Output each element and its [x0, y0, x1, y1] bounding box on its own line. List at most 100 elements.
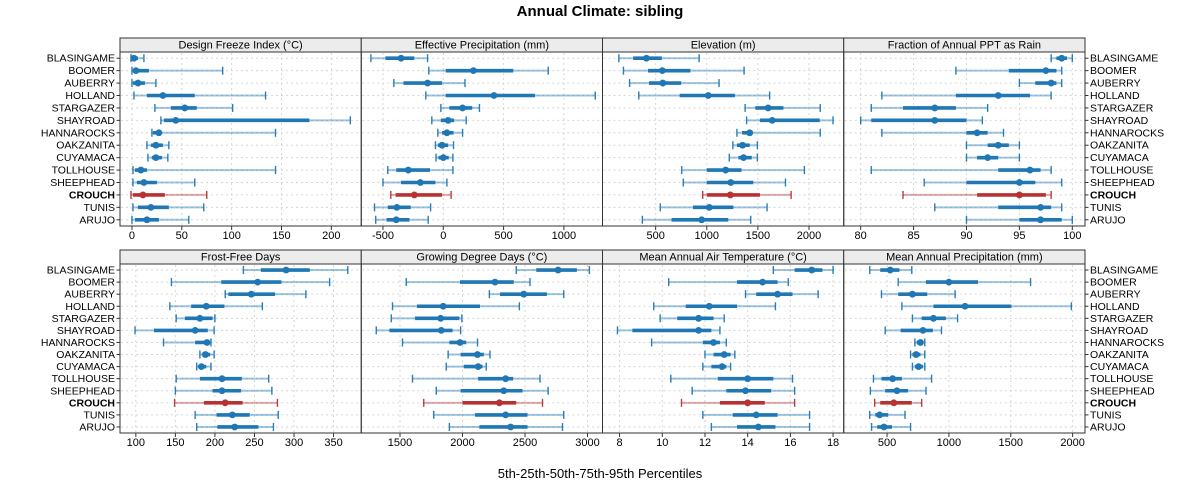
station-label-left: OAKZANITA: [56, 349, 115, 361]
median-dot: [191, 326, 199, 334]
station-label-left: SHEEPHEAD: [50, 177, 115, 189]
interval-row-holland: [901, 302, 1073, 311]
interval-row-boomer: [622, 66, 745, 75]
station-label-right: HANNAROCKS: [1090, 337, 1164, 349]
interval-row-hannarocks: [437, 128, 464, 137]
strip-title: Mean Annual Precipitation (mm): [886, 252, 1043, 264]
median-dot: [698, 216, 706, 224]
panel-border: [360, 263, 603, 434]
station-label-right: HOLLAND: [1090, 90, 1140, 102]
interval-row-tollhouse: [175, 374, 270, 383]
median-dot: [722, 166, 730, 174]
station-label-right: OAKZANITA: [1090, 349, 1149, 361]
median-dot: [282, 266, 290, 274]
x-tick-label: 2000: [450, 437, 474, 449]
station-label-left: AUBERRY: [64, 78, 115, 90]
median-dot: [759, 278, 767, 286]
interval-row-arujo: [448, 422, 564, 431]
interval-row-arujo: [641, 215, 752, 224]
station-label-right: STARGAZER: [1090, 313, 1154, 325]
x-tick-label: 0: [440, 230, 446, 242]
interval-row-shayroad: [134, 326, 215, 335]
interval-row-tollhouse: [670, 374, 794, 383]
median-dot: [919, 326, 927, 334]
interval-row-arujo: [965, 215, 1074, 224]
x-tick-label: 100: [127, 437, 145, 449]
median-dot: [705, 302, 713, 310]
interval-row-stargazer: [154, 103, 234, 112]
interval-row-tollhouse: [132, 166, 277, 175]
x-tick-label: -500: [372, 230, 394, 242]
station-label-right: BOOMER: [1090, 277, 1137, 289]
station-label-left: AUBERRY: [64, 289, 115, 301]
interval-row-shayroad: [616, 326, 721, 335]
median-dot: [718, 363, 726, 371]
panel-3: Fraction of Annual PPT as Rain 80 85 90 95 10…: [843, 37, 1086, 242]
panel-4: Frost-Free Days 100 150 200 250 300 350: [119, 249, 362, 449]
median-dot: [203, 339, 211, 346]
interval-row-hannarocks: [914, 338, 926, 347]
median-dot: [704, 92, 712, 99]
interval-row-tunis: [194, 410, 279, 419]
interval-row-sheephead: [682, 178, 787, 187]
interval-row-auberry: [488, 290, 565, 299]
station-label-left: BOOMER: [68, 65, 115, 77]
interval-row-oakzanita: [199, 350, 215, 359]
median-dot: [172, 116, 180, 124]
x-tick-label: 150: [272, 230, 290, 242]
panel-border: [360, 51, 603, 227]
interval-row-holland: [638, 91, 771, 100]
interval-row-hannarocks: [736, 128, 821, 137]
median-dot: [909, 290, 916, 298]
x-tick-label: 1000: [695, 230, 719, 242]
interval-row-cuyamaca: [911, 362, 926, 371]
station-label-right: SHEEPHEAD: [1090, 385, 1155, 397]
median-dot: [739, 141, 746, 149]
interval-row-sheephead: [869, 386, 927, 395]
median-dot: [1015, 191, 1023, 199]
interval-row-tollhouse: [387, 166, 454, 175]
interval-row-shayroad: [160, 116, 351, 125]
median-dot: [726, 191, 734, 199]
interval-row-stargazer: [744, 103, 821, 112]
interval-row-holland: [391, 302, 521, 311]
station-label-left: STARGAZER: [52, 102, 116, 114]
median-dot: [439, 302, 447, 310]
median-dot: [247, 290, 255, 298]
median-dot: [444, 116, 452, 124]
median-dot: [152, 154, 160, 162]
x-tick-label: 3000: [575, 437, 599, 449]
chart-title: Annual Climate: sibling: [516, 3, 684, 20]
median-dot: [130, 54, 138, 62]
interval-row-holland: [653, 302, 777, 311]
median-dot: [393, 203, 401, 211]
median-dot: [438, 141, 446, 149]
median-dot: [912, 351, 920, 358]
median-dot: [221, 399, 229, 407]
median-dot: [744, 399, 752, 407]
median-dot: [507, 423, 515, 431]
interval-row-oakzanita: [704, 350, 736, 359]
median-dot: [705, 203, 713, 211]
median-dot: [742, 387, 749, 395]
median-dot: [915, 363, 922, 371]
median-dot: [720, 351, 728, 358]
panel-border: [602, 263, 845, 434]
median-dot: [1042, 67, 1050, 75]
median-dot: [456, 339, 464, 346]
interval-row-crouch: [902, 190, 1052, 199]
panel-border: [843, 263, 1086, 434]
interval-row-tunis: [659, 203, 768, 212]
median-dot: [994, 92, 1002, 99]
station-label-right: OAKZANITA: [1090, 140, 1149, 152]
interval-row-tollhouse: [681, 166, 806, 175]
panel-6: Mean Annual Air Temperature (°C) 8 10 12 14 1…: [602, 249, 845, 449]
interval-row-tunis: [934, 203, 1063, 212]
median-dot: [181, 104, 189, 112]
interval-row-cuyamaca: [728, 153, 759, 162]
interval-row-boomer: [428, 66, 549, 75]
median-dot: [727, 179, 735, 186]
x-tick-label: 1000: [552, 230, 576, 242]
interval-row-tunis: [373, 203, 432, 212]
